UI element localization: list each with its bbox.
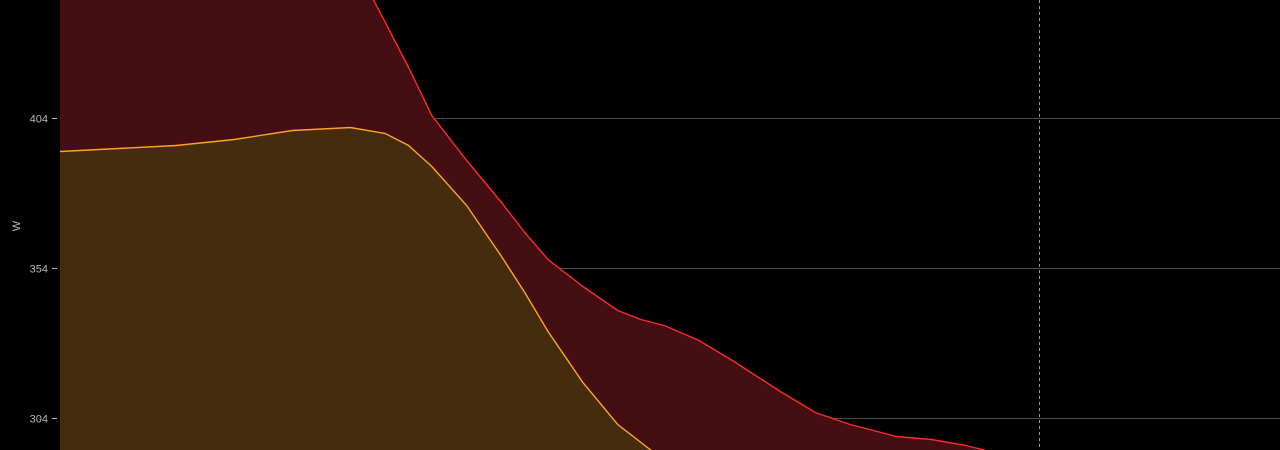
y-tick-label: 354 [30,264,48,276]
series-red-line [372,0,987,450]
series-layer [60,0,987,450]
y-axis: W 404 354 304 [11,114,57,426]
series-orange-area [60,127,651,450]
y-tick-label: 304 [30,414,48,426]
series-orange-line [60,126,652,450]
y-tick-label: 404 [30,114,48,126]
y-axis-label: W [11,220,23,231]
